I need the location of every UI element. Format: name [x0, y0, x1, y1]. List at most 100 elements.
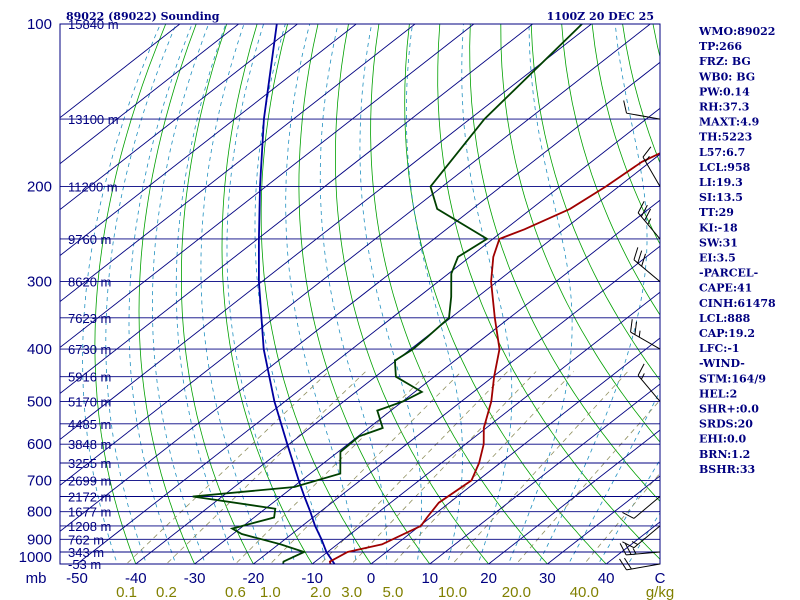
height-label: -53 m: [68, 557, 101, 572]
wind-barb: [619, 542, 661, 556]
index-entry: LI:19.3: [699, 176, 743, 189]
barb-flag: [637, 363, 645, 376]
index-entry: -WIND-: [699, 357, 745, 370]
temperature-tick-label: 0: [367, 570, 375, 587]
height-label: 4485 m: [68, 417, 111, 432]
dry-adiabat: [334, 24, 490, 564]
wind-barb: [637, 363, 661, 402]
index-entry: LFC:-1: [699, 342, 740, 355]
dry-adiabat: [221, 24, 313, 564]
height-label: 2699 m: [68, 473, 111, 488]
barb-flag: [634, 321, 638, 335]
height-label: 15840 m: [68, 17, 119, 32]
temperature-tick-label: -20: [243, 570, 265, 587]
index-entry: HEL:2: [699, 387, 737, 400]
isotherm: [60, 24, 534, 395]
barb-staff: [630, 331, 661, 350]
moist-adiabat: [507, 24, 573, 564]
barb-half-flag: [647, 218, 652, 225]
mixing-ratio-tick-label: 1.0: [260, 584, 281, 600]
temperature-tick-label: -10: [301, 570, 323, 587]
index-entry: SI:13.5: [699, 191, 743, 204]
index-entry: PW:0.14: [699, 85, 750, 98]
index-entry: CINH:61478: [699, 297, 776, 310]
chart-title: 89022 (89022) Sounding: [66, 10, 220, 23]
isotherm: [76, 107, 660, 564]
dry-adiabat: [138, 24, 197, 564]
isobars: [60, 23, 660, 565]
pressure-tick-label: 600: [27, 436, 52, 453]
wind-barb: [637, 201, 661, 240]
index-entry: CAP:19.2: [699, 327, 755, 340]
mixing-ratio-line: [269, 371, 462, 564]
wind-barb: [633, 247, 661, 283]
height-label: 5916 m: [68, 370, 111, 385]
index-entry: BRN:1.2: [699, 448, 750, 461]
barb-staff: [626, 551, 661, 556]
temperature-tick-label: -50: [66, 570, 88, 587]
chart-date: 1100Z 20 DEC 25: [547, 10, 654, 23]
barb-flag: [637, 201, 645, 214]
parcel-line: [257, 24, 336, 564]
barb-flag: [642, 146, 652, 158]
plot-frame: [59, 23, 661, 565]
pressure-tick-label: 200: [27, 179, 52, 196]
temperature-tick-label: 40: [598, 570, 615, 587]
index-entry: BSHR:33: [699, 463, 755, 476]
index-entry: EI:3.5: [699, 252, 736, 265]
height-label: 762 m: [68, 532, 104, 547]
barb-flag: [622, 541, 635, 549]
barb-flag: [637, 250, 643, 264]
dry-adiabat: [469, 24, 660, 502]
pressure-tick-label: 100: [27, 16, 52, 33]
isotherm: [546, 475, 660, 564]
barb-flag: [630, 319, 633, 333]
isotherm: [487, 429, 660, 564]
barb-staff: [637, 375, 661, 402]
mixing-ratio-line: [319, 371, 508, 564]
barb-staff: [633, 259, 661, 283]
isotherm: [60, 24, 357, 257]
wind-barb: [622, 496, 661, 519]
barb-staff: [626, 563, 661, 571]
temperature-tick-label: -40: [125, 570, 147, 587]
barb-flag: [640, 204, 648, 217]
isotherm: [60, 24, 416, 303]
barb-flag: [641, 253, 646, 267]
moist-adiabat: [319, 24, 388, 564]
barb-flag: [622, 511, 635, 519]
isotherm: [370, 337, 660, 564]
index-entry: RH:37.3: [699, 101, 749, 114]
pressure-tick-label: 1000: [19, 549, 52, 566]
temperature-tick-label: 30: [539, 570, 556, 587]
moist-adiabat: [151, 24, 209, 564]
mixing-ratio-tick-label: 5.0: [382, 584, 403, 600]
barb-flag: [644, 208, 651, 221]
temperature-line: [328, 152, 660, 564]
moist-adiabat: [537, 24, 648, 564]
temperature-curve: [328, 152, 660, 564]
barb-staff: [633, 496, 661, 519]
wind-barb: [623, 100, 661, 120]
index-entry: WB0: BG: [698, 70, 755, 83]
moist-adiabat: [226, 24, 296, 564]
index-entry: SW:31: [699, 236, 738, 249]
temperature-unit-label: C: [655, 570, 666, 587]
index-entry: STM:164/9: [699, 372, 766, 385]
barb-staff: [637, 212, 661, 240]
isotherm: [429, 383, 660, 564]
isotherm: [60, 24, 240, 165]
dewpoint-line: [192, 24, 583, 564]
mixing-ratio-unit-label: g/kg: [646, 584, 674, 600]
mixing-ratio-tick-label: 20.0: [502, 584, 531, 600]
height-label: 8620 m: [68, 275, 111, 290]
height-label: 3255 m: [68, 456, 111, 471]
index-entry: FRZ: BG: [699, 55, 751, 68]
mixing-ratio-tick-label: 0.6: [225, 584, 246, 600]
moist-adiabat: [128, 24, 193, 564]
barb-staff: [633, 525, 661, 549]
height-label: 5170 m: [68, 394, 111, 409]
height-label: 13100 m: [68, 112, 119, 127]
barb-flag: [619, 543, 627, 556]
